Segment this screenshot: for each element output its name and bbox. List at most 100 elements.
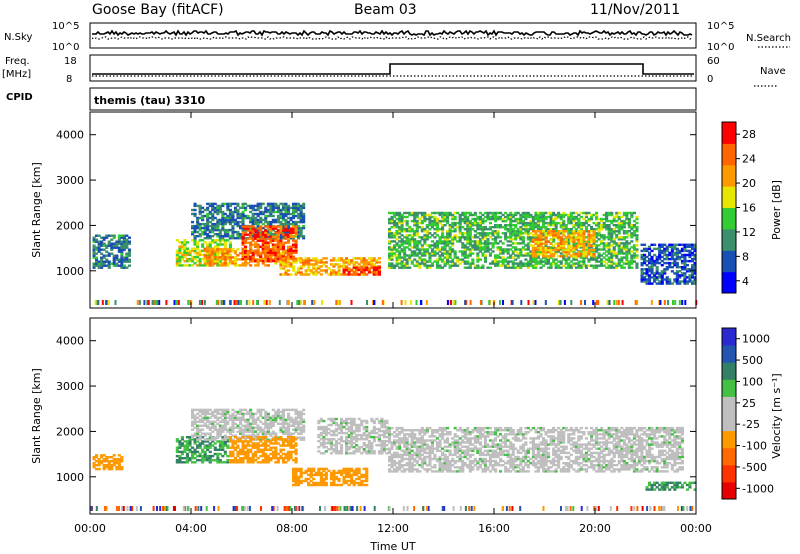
heatmap-cell <box>198 222 202 226</box>
heatmap-cell <box>120 242 124 245</box>
heatmap-cell <box>165 300 168 305</box>
heatmap-cell <box>254 454 258 458</box>
heatmap-cell <box>617 246 621 249</box>
heatmap-cell <box>213 257 217 261</box>
heatmap-cell <box>191 412 195 416</box>
heatmap-cell <box>627 264 631 267</box>
heatmap-cell <box>281 212 285 216</box>
heatmap-cell <box>635 215 639 219</box>
heatmap-cell <box>180 442 184 445</box>
heatmap-cell <box>476 260 480 263</box>
heatmap-cell <box>248 300 251 305</box>
heatmap-cell <box>400 217 404 221</box>
heatmap-cell <box>213 410 217 414</box>
heatmap-cell <box>542 211 546 215</box>
heatmap-cell <box>350 300 353 305</box>
heatmap-cell <box>198 210 202 214</box>
heatmap-cell <box>494 217 498 221</box>
heatmap-cell <box>327 273 331 276</box>
heatmap-cell <box>506 215 510 219</box>
heatmap-cell <box>441 258 445 261</box>
heatmap-cell <box>519 254 523 257</box>
heatmap-cell <box>413 232 417 235</box>
heatmap-cell <box>570 300 573 305</box>
heatmap-cell <box>413 258 417 261</box>
heatmap-cell <box>221 237 225 240</box>
heatmap-cell <box>562 238 566 241</box>
heatmap-cell <box>241 250 245 253</box>
heatmap-cell <box>552 260 556 263</box>
heatmap-cell <box>514 213 518 217</box>
heatmap-cell <box>610 254 614 257</box>
heatmap-cell <box>635 236 639 239</box>
heatmap-cell <box>183 461 187 464</box>
heatmap-cell <box>510 300 513 305</box>
heatmap-cell <box>269 446 273 449</box>
heatmap-cell <box>511 230 515 233</box>
heatmap-cell <box>617 230 621 233</box>
heatmap-cell <box>471 221 475 225</box>
heatmap-cell <box>630 234 634 237</box>
heatmap-cell <box>191 233 195 236</box>
heatmap-cell <box>276 237 280 240</box>
heatmap-cell <box>466 234 470 237</box>
heatmap-cell <box>453 228 457 231</box>
heatmap-cell <box>256 235 260 238</box>
heatmap-cell <box>592 240 596 243</box>
heatmap-cell <box>415 248 419 251</box>
heatmap-cell <box>299 204 303 208</box>
heatmap-cell <box>239 452 243 456</box>
heatmap-cell <box>466 228 470 231</box>
colorbar-swatch <box>722 228 736 251</box>
heatmap-cell <box>648 274 652 277</box>
heatmap-cell <box>425 300 428 305</box>
heatmap-cell <box>201 245 205 248</box>
heatmap-cell <box>395 232 399 235</box>
heatmap-cell <box>299 420 303 423</box>
heatmap-cell <box>514 217 518 221</box>
heatmap-cell <box>413 250 417 253</box>
heatmap-cell <box>552 217 556 221</box>
heatmap-cell <box>519 264 523 267</box>
heatmap-cell <box>196 264 200 267</box>
heatmap-cell <box>206 426 210 429</box>
heatmap-cell <box>579 232 583 235</box>
heatmap-cell <box>653 272 657 275</box>
heatmap-cell <box>453 230 457 233</box>
heatmap-cell <box>564 258 568 261</box>
heatmap-cell <box>201 428 205 431</box>
heatmap-cell <box>592 258 596 261</box>
heatmap-cell <box>231 226 235 230</box>
heatmap-cell <box>256 222 260 226</box>
heatmap-cell <box>607 213 611 217</box>
heatmap-cell <box>213 436 217 439</box>
heatmap-cell <box>557 260 561 263</box>
heatmap-cell <box>663 251 667 255</box>
heatmap-cell <box>622 244 626 247</box>
heatmap-cell <box>203 424 207 427</box>
heatmap-cell <box>274 202 278 206</box>
heatmap-cell <box>542 232 546 235</box>
heatmap-cell <box>221 408 225 412</box>
heatmap-cell <box>271 442 275 445</box>
heatmap-cell <box>418 264 422 267</box>
heatmap-cell <box>203 438 207 441</box>
heatmap-cell <box>577 253 581 256</box>
heatmap-cell <box>355 265 359 268</box>
heatmap-cell <box>191 255 195 259</box>
heatmap-cell <box>438 256 442 259</box>
heatmap-cell <box>600 254 604 257</box>
heatmap-cell <box>521 236 525 239</box>
heatmap-cell <box>597 256 601 259</box>
heatmap-cell <box>403 252 407 255</box>
date-title: 11/Nov/2011 <box>590 2 680 18</box>
heatmap-cell <box>120 244 124 247</box>
heatmap-cell <box>271 251 275 254</box>
heatmap-cell <box>271 258 275 261</box>
heatmap-cell <box>481 242 485 245</box>
heatmap-cell <box>650 272 654 275</box>
heatmap-cell <box>660 264 664 267</box>
colorbar-tick-label: 16 <box>742 202 756 215</box>
heatmap-cell <box>395 238 399 241</box>
heatmap-cell <box>256 418 260 421</box>
